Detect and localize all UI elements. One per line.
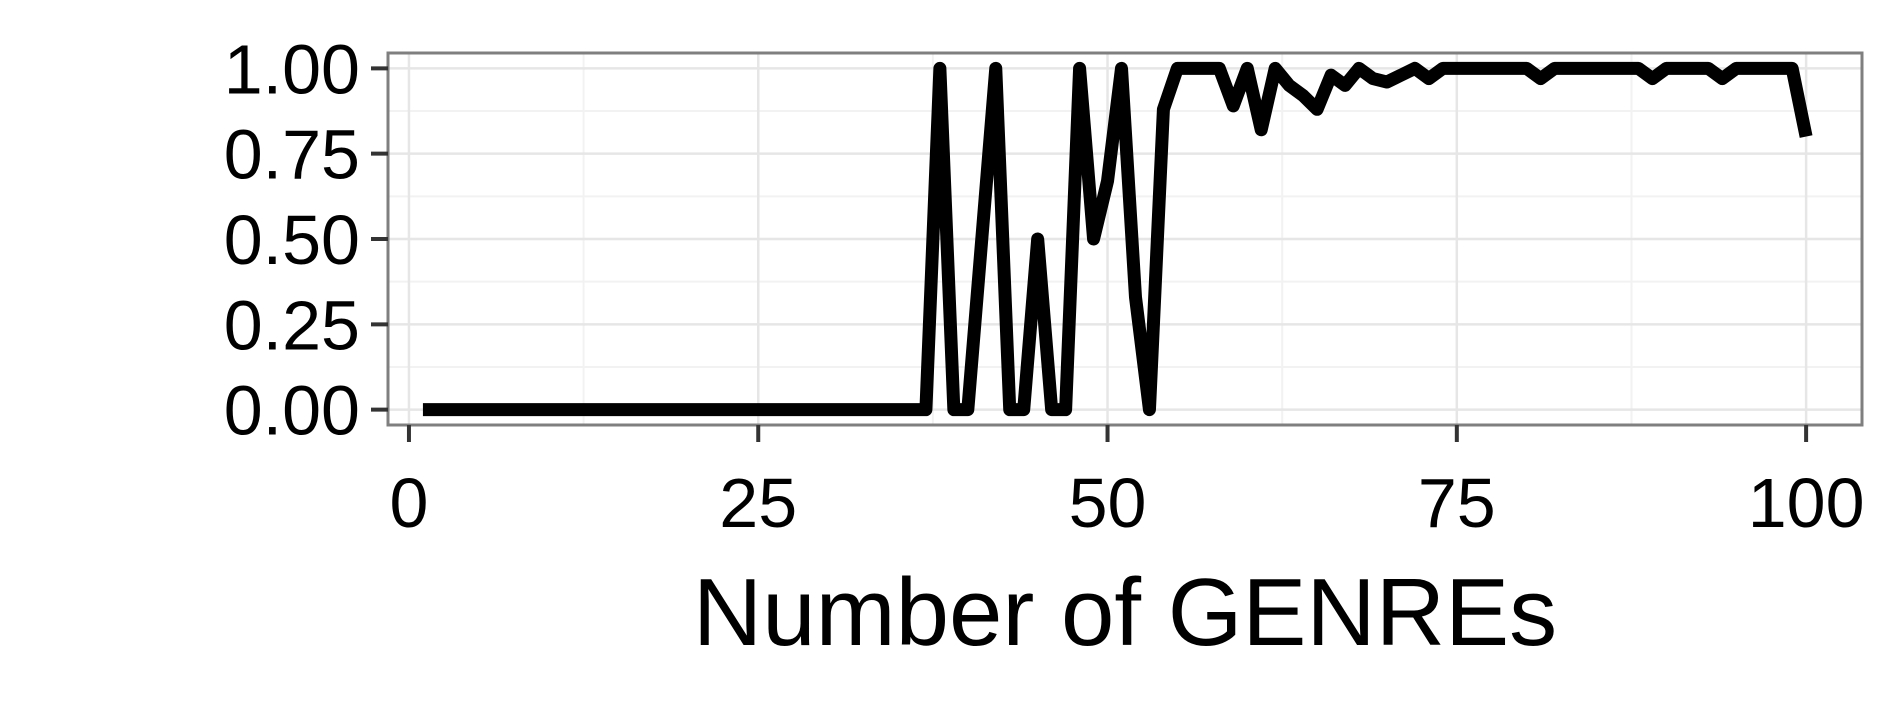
series-line xyxy=(422,61,1813,417)
y-tick-label: 0.75 xyxy=(224,116,360,194)
x-tick-label: 50 xyxy=(1069,464,1147,542)
data-series xyxy=(422,61,1813,417)
x-axis: 0 25 50 75 100 xyxy=(389,425,1865,542)
y-tick-label: 1.00 xyxy=(224,30,360,108)
x-axis-title: Number of GENREs xyxy=(693,559,1557,666)
y-tick-label: 0.25 xyxy=(224,286,360,364)
x-tick-label: 100 xyxy=(1748,464,1865,542)
x-tick-label: 75 xyxy=(1418,464,1496,542)
x-tick-label: 25 xyxy=(719,464,797,542)
y-axis: 0.00 0.250.500.75 1.00 xyxy=(224,30,388,450)
x-tick-label: 0 xyxy=(389,464,428,542)
y-tick-label: 0.50 xyxy=(224,201,360,279)
y-tick-label: 0.00 xyxy=(224,372,360,450)
